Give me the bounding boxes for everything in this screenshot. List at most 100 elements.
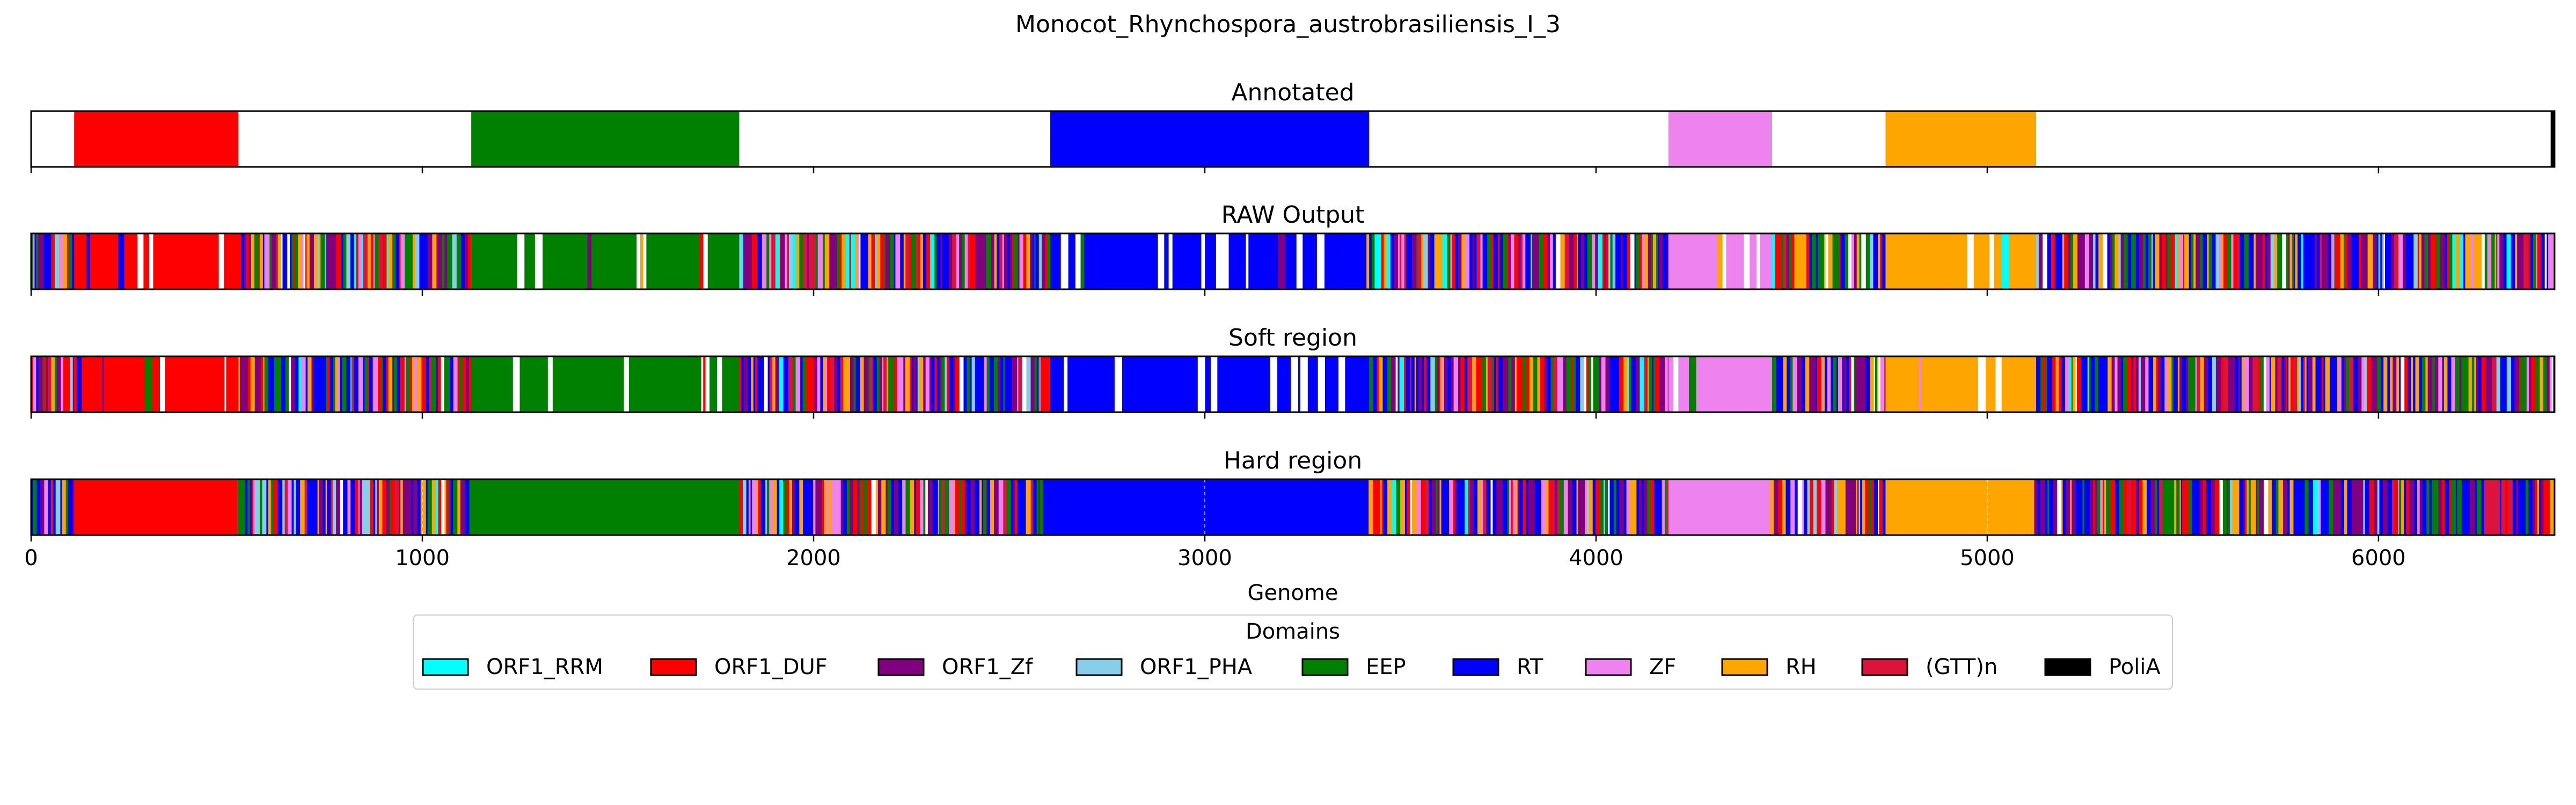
panel-annotated-0: Annotated <box>30 79 2556 173</box>
domain-bar <box>860 233 865 289</box>
domain-bar <box>2186 356 2189 412</box>
domain-bar <box>82 356 86 412</box>
domain-bar <box>1610 233 1613 289</box>
domain-bar <box>1520 233 1523 289</box>
domain-bar <box>2066 479 2068 535</box>
domain-bar <box>2179 233 2184 289</box>
domain-bar <box>2530 233 2534 289</box>
domain-bar <box>1574 233 1577 289</box>
domain-bar <box>449 479 451 535</box>
domain-bar <box>2095 233 2099 289</box>
domain-bar <box>2294 233 2296 289</box>
legend-entry-polia: PoliA <box>2044 655 2161 679</box>
domain-bar <box>1453 356 1459 412</box>
domain-bar <box>1668 233 1673 289</box>
domain-bar <box>276 356 282 412</box>
domain-bar <box>1535 233 1539 289</box>
domain-bar <box>407 479 412 535</box>
domain-bar <box>1425 233 1429 289</box>
domain-bar <box>524 233 529 289</box>
domain-bar <box>2544 233 2548 289</box>
domain-bar <box>1392 233 1395 289</box>
domain-bar <box>1673 356 1679 412</box>
domain-bar <box>2293 356 2297 412</box>
domain-bar <box>1870 356 1875 412</box>
legend: Domains ORF1_RRM ORF1_DUF ORF1_Zf ORF1_PHA E… <box>413 614 2173 690</box>
domain-bar <box>606 233 611 289</box>
domain-bar <box>803 479 806 535</box>
domain-bar <box>1810 479 1814 535</box>
domain-bar <box>47 233 52 289</box>
domain-bar <box>1775 233 1779 289</box>
domain-bar <box>2171 479 2175 535</box>
domain-bar <box>1431 479 1437 535</box>
domain-bar <box>2271 356 2275 412</box>
domain-bar <box>236 479 239 535</box>
domain-bar <box>2413 233 2418 289</box>
domain-bar <box>840 356 844 412</box>
domain-bar <box>936 356 940 412</box>
domain-bar <box>1467 356 1473 412</box>
domain-bar <box>1563 356 1567 412</box>
domain-bar <box>1557 356 1561 412</box>
domain-bar <box>72 479 75 535</box>
domain-bar <box>1801 356 1806 412</box>
domain-bar <box>1390 233 1393 289</box>
domain-bar <box>653 233 657 289</box>
domain-bar <box>70 356 74 412</box>
domain-bar <box>165 233 171 289</box>
panel-title: Soft region <box>1228 324 1357 352</box>
domain-bar <box>2551 356 2554 412</box>
domain-bar <box>843 479 847 535</box>
domain-bar <box>2127 233 2131 289</box>
domain-bar <box>1253 233 1261 289</box>
domain-bar <box>2331 233 2335 289</box>
domain-bar <box>1378 233 1382 289</box>
domain-bar <box>2399 356 2401 412</box>
domain-bar <box>767 356 770 412</box>
domain-bar <box>1043 479 1047 535</box>
domain-bar <box>1563 479 1569 535</box>
legend-entry-eep: EEP <box>1301 655 1406 679</box>
domain-bar <box>751 233 754 289</box>
domain-bar <box>2168 356 2172 412</box>
domain-bar <box>2040 356 2043 412</box>
domain-bar <box>2406 479 2410 535</box>
domain-bar <box>1860 479 1863 535</box>
domain-bar <box>2240 356 2242 412</box>
domain-bar <box>1953 356 1960 412</box>
domain-bar <box>931 356 935 412</box>
domain-bar <box>1824 233 1826 289</box>
domain-bar <box>2361 233 2366 289</box>
domain-bar <box>2252 356 2255 412</box>
domain-bar <box>986 233 989 289</box>
domain-bar <box>440 233 443 289</box>
domain-bar <box>250 356 255 412</box>
domain-bar <box>2119 479 2124 535</box>
domain-bar <box>400 356 405 412</box>
domain-bar <box>1216 233 1219 289</box>
domain-bar <box>603 233 607 289</box>
domain-bar <box>2100 479 2103 535</box>
domain-bar <box>352 356 354 412</box>
domain-bar <box>2254 356 2259 412</box>
domain-bar <box>62 479 67 535</box>
domain-bar <box>1414 356 1417 412</box>
domain-bar <box>643 233 647 289</box>
domain-bar <box>1441 479 1445 535</box>
domain-bar-orf1-duf <box>74 111 239 167</box>
domain-bar <box>1551 479 1553 535</box>
domain-bar <box>2382 479 2386 535</box>
domain-bar <box>939 356 942 412</box>
domain-bar <box>218 233 224 289</box>
domain-bar <box>758 479 762 535</box>
domain-bar <box>1026 233 1030 289</box>
domain-bar <box>1503 233 1504 289</box>
legend-entry-orf1-zf: ORF1_Zf <box>877 655 1033 679</box>
domain-bar <box>2098 356 2103 412</box>
domain-bar <box>1032 233 1035 289</box>
domain-bar <box>1616 479 1620 535</box>
domain-bar <box>1744 233 1750 289</box>
domain-bar <box>1612 233 1615 289</box>
domain-bar <box>2531 356 2536 412</box>
